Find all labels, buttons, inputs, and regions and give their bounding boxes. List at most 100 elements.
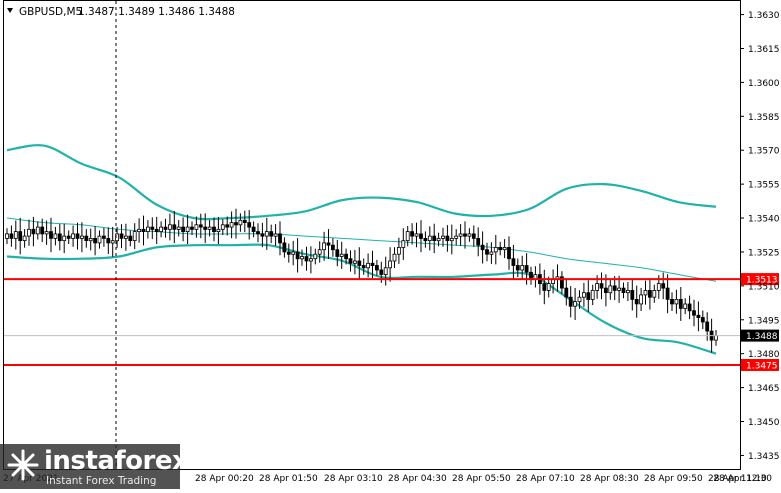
candle-body (374, 265, 379, 271)
x-axis-tick-label: 28 Apr 01:50 (259, 474, 318, 484)
candle-body (432, 235, 437, 242)
candle-body (449, 237, 454, 242)
candle-body (529, 271, 533, 280)
candle-body (348, 258, 353, 264)
candle-body (93, 237, 97, 244)
candle-body (106, 237, 111, 244)
x-axis-tick-label: 28 Apr 03:10 (324, 474, 383, 484)
candle-body (604, 287, 608, 294)
candle-body (282, 242, 287, 253)
candle-body (53, 233, 58, 239)
candle-body (705, 321, 710, 332)
candle-body (582, 292, 586, 298)
candle-body (335, 249, 340, 257)
candle-body (714, 335, 718, 341)
candle-body (405, 231, 410, 242)
candle-body (652, 289, 657, 298)
candle-body (339, 253, 344, 257)
candle-body (344, 253, 349, 260)
candle-body (264, 231, 269, 237)
candle-body (190, 226, 194, 230)
candle-body (454, 235, 459, 239)
candle-body (634, 298, 639, 305)
candle-body (66, 235, 71, 239)
y-axis-tick-label: 1.3615 (748, 45, 780, 55)
candle-body (150, 226, 155, 230)
candle-body (476, 237, 481, 246)
candle-body (423, 237, 428, 242)
candle-body (220, 224, 225, 230)
candle-body (410, 231, 415, 237)
x-axis-tick-label: 28 Apr 07:10 (516, 474, 575, 484)
candle-body (330, 244, 335, 251)
y-axis-tick-label: 1.3540 (748, 215, 780, 225)
candle-body (692, 310, 696, 316)
candle-body (27, 228, 31, 237)
candle-body (590, 289, 595, 300)
candle-body (674, 298, 679, 305)
candle-body (441, 235, 445, 239)
chart-triangle-shape (7, 8, 13, 13)
candle-body (13, 231, 18, 239)
candle-body (84, 235, 89, 242)
instaforex-spark-logo-icon (7, 449, 39, 481)
x-axis-tick-label: 28 Apr 12:30 (713, 474, 772, 484)
candle-body (595, 283, 599, 291)
candle-body (427, 235, 432, 242)
x-axis-tick-label: 28 Apr 08:30 (580, 474, 639, 484)
candle-body (599, 283, 604, 289)
candle-body (643, 289, 648, 296)
candle-body (291, 251, 296, 255)
y-axis-tick-label: 1.3465 (748, 384, 780, 394)
candle-body (502, 246, 507, 251)
chart-triangle-icon (7, 8, 13, 13)
candle-body (198, 224, 203, 228)
candle-body (608, 285, 613, 294)
candle-body (621, 287, 626, 294)
candle-body (617, 287, 621, 291)
plot-frame (3, 0, 741, 470)
candle-body (57, 233, 62, 242)
candle-body (9, 233, 14, 239)
candle-body (542, 283, 547, 291)
candle-body (167, 224, 172, 230)
candle-body (586, 292, 591, 300)
candle-body (568, 296, 573, 307)
candle-body (661, 283, 666, 289)
candle-body (639, 294, 643, 305)
x-axis-tick-label: 28 Apr 09:50 (644, 474, 703, 484)
candle-body (489, 251, 494, 255)
candle-body (458, 233, 463, 237)
candle-body (49, 231, 53, 239)
candle-body (612, 285, 617, 291)
candle-body (88, 237, 93, 242)
candle-body (436, 237, 441, 242)
candle-body (256, 231, 260, 235)
candle-body (370, 262, 375, 266)
y-axis-tick-label: 1.3585 (748, 113, 780, 123)
candle-body (251, 226, 256, 233)
candle-body (511, 258, 516, 266)
y-axis-tick-label: 1.3450 (748, 418, 780, 428)
candle-body (414, 233, 419, 237)
candle-body (564, 287, 569, 298)
candle-body (273, 233, 278, 237)
chart-ohlc-readout: 1.3487 1.3489 1.3486 1.3488 (78, 6, 235, 18)
candle-body (573, 301, 577, 307)
upper-band-line (6, 144, 717, 221)
candle-body (132, 231, 137, 242)
candle-body (145, 226, 150, 233)
price-level-label: 1.3513 (746, 276, 778, 286)
x-axis-tick-label: 28 Apr 05:50 (452, 474, 511, 484)
candle-body (683, 303, 688, 309)
candle-body (225, 224, 230, 228)
candle-body (22, 235, 27, 242)
candle-body (124, 235, 128, 239)
y-axis-tick-label: 1.3570 (748, 147, 780, 157)
candle-body (322, 242, 327, 251)
y-axis-tick-label: 1.3630 (748, 11, 780, 21)
x-axis-tick-label: 28 Apr 04:30 (388, 474, 447, 484)
candle-body (185, 226, 190, 233)
